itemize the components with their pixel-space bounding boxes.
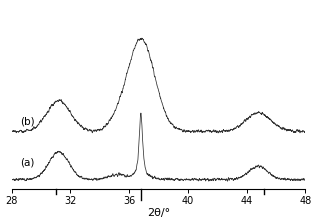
Text: (b): (b) — [21, 116, 35, 126]
X-axis label: 2θ/°: 2θ/° — [147, 209, 170, 218]
Text: (a): (a) — [21, 158, 35, 168]
